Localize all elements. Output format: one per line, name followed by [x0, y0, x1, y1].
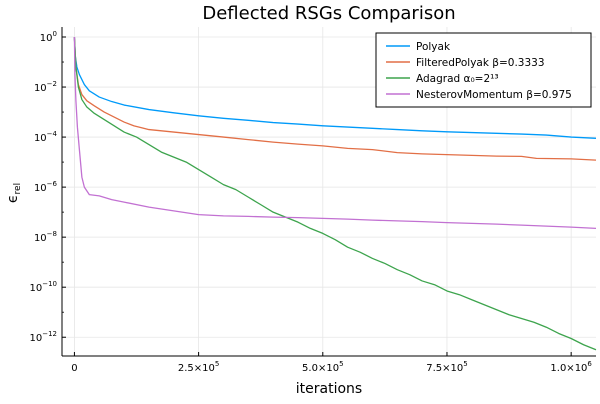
legend-box — [375, 32, 592, 108]
y-axis-label: ϵrel — [5, 183, 23, 203]
y-tick-label: 10−8 — [34, 230, 57, 244]
y-tick-label-base: 10 — [34, 183, 47, 194]
legend-entry-label: NesterovMomentum β=0.975 — [416, 89, 572, 101]
grid — [62, 27, 596, 356]
y-tick-label: 10−4 — [34, 130, 58, 144]
chart-title: Deflected RSGs Comparison — [202, 3, 455, 24]
x-tick-label-exponent: 5 — [339, 360, 343, 368]
x-tick-label-base: 1.0×10 — [550, 363, 587, 374]
x-tick-label: 2.5×105 — [178, 360, 219, 374]
y-tick-label-base: 10 — [29, 333, 42, 344]
x-tick-label-base: 0 — [71, 363, 77, 374]
x-axis-label: iterations — [296, 381, 362, 397]
legend-entry-label: FilteredPolyak β=0.3333 — [416, 57, 545, 69]
y-tick-label: 10−10 — [29, 280, 57, 294]
y-axis-label-group: ϵrel — [5, 183, 23, 203]
legend: Polyak FilteredPolyak β=0.3333 Adagrad α₀=… — [375, 32, 592, 108]
y-tick-label: 10−12 — [29, 330, 57, 344]
ticks: 0 2.5×105 5.0×105 7.5×105 1.0×10610010−210−4… — [29, 30, 592, 374]
x-tick-label-base: 5.0×10 — [302, 363, 339, 374]
y-axis-label-main: ϵ — [5, 194, 21, 203]
legend-entry-label: Adagrad α₀=2¹³ — [416, 73, 499, 85]
axes — [61, 27, 596, 357]
y-tick-label-base: 10 — [34, 133, 47, 144]
x-tick-label-exponent: 5 — [463, 360, 467, 368]
y-tick-label-exponent: −12 — [42, 330, 57, 338]
x-tick-label: 7.5×105 — [426, 360, 467, 374]
x-tick-label-exponent: 5 — [215, 360, 219, 368]
legend-entry-label: Polyak — [416, 41, 451, 53]
y-tick-label-base: 10 — [34, 83, 47, 94]
x-tick-label: 0 — [71, 363, 77, 374]
y-tick-label-base: 10 — [29, 283, 42, 294]
x-tick-label: 5.0×105 — [302, 360, 343, 374]
x-tick-label-base: 2.5×10 — [178, 363, 215, 374]
y-tick-label: 100 — [40, 30, 57, 44]
y-tick-label-exponent: 0 — [53, 30, 57, 38]
series-line-3 — [73, 37, 597, 230]
y-tick-label-exponent: −4 — [47, 130, 58, 138]
series-line-1 — [73, 36, 597, 161]
y-axis-label-subscript: rel — [13, 183, 23, 195]
y-tick-label-exponent: −8 — [47, 230, 57, 238]
y-tick-label-exponent: −2 — [47, 80, 57, 88]
y-tick-label-base: 10 — [40, 33, 53, 44]
x-tick-label: 1.0×106 — [550, 360, 592, 374]
series-line-2 — [73, 38, 597, 351]
series-lines — [73, 36, 597, 351]
x-tick-label-exponent: 6 — [587, 360, 592, 368]
x-tick-label-base: 7.5×10 — [426, 363, 463, 374]
y-tick-label-exponent: −6 — [47, 180, 58, 188]
y-tick-label: 10−2 — [34, 80, 57, 94]
y-tick-label-exponent: −10 — [42, 280, 57, 288]
y-tick-label: 10−6 — [34, 180, 58, 194]
y-tick-label-base: 10 — [34, 233, 47, 244]
series-line-0 — [73, 36, 597, 139]
